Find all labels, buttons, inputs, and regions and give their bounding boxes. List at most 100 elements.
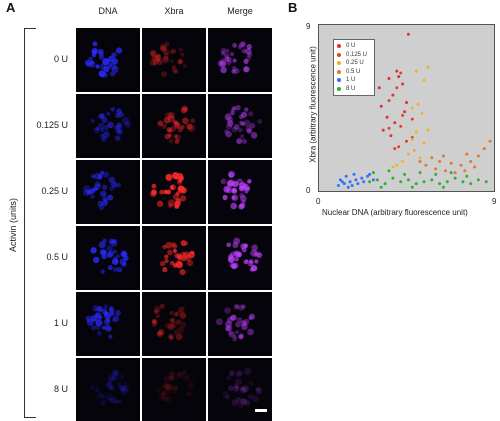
- nucleus-blob: [94, 172, 101, 180]
- nucleus-blob: [166, 127, 172, 133]
- nucleus-blob: [107, 250, 114, 257]
- nucleus-blob: [240, 41, 246, 47]
- nucleus-blob: [165, 389, 171, 395]
- nucleus-blob: [108, 334, 113, 339]
- nucleus-blob: [225, 326, 231, 332]
- nucleus-blob: [219, 60, 227, 68]
- nucleus-blob: [170, 318, 176, 323]
- nucleus-blob: [152, 60, 158, 66]
- nucleus-blob: [169, 375, 174, 381]
- nucleus-blob: [232, 187, 237, 193]
- nucleus-blob: [167, 199, 176, 207]
- scatter-point-series-5-7: [422, 180, 426, 184]
- nucleus-blob: [235, 396, 242, 403]
- nucleus-blob: [182, 370, 187, 375]
- scatter-point-series-4-4: [360, 176, 364, 180]
- nucleus-blob: [97, 183, 101, 188]
- legend-entry-0: 0 U: [337, 42, 371, 51]
- nucleus-blob: [167, 249, 173, 256]
- nucleus-blob: [238, 127, 243, 133]
- nucleus-blob: [248, 315, 253, 321]
- nucleus-blob: [161, 123, 167, 129]
- nucleus-blob: [190, 250, 195, 255]
- nucleus-blob: [124, 121, 131, 128]
- nucleus-blob: [85, 315, 92, 322]
- nucleus-blob: [232, 337, 237, 342]
- nucleus-blob: [122, 385, 130, 393]
- nucleus-blob: [116, 122, 123, 129]
- nucleus-blob: [230, 107, 236, 113]
- scatter-point-series-4-6: [371, 178, 375, 182]
- nucleus-blob: [178, 127, 183, 133]
- nucleus-blob: [112, 369, 120, 376]
- nucleus-blob: [165, 112, 172, 119]
- nucleus-blob: [231, 194, 239, 201]
- nucleus-blob: [95, 393, 102, 399]
- nucleus-blob: [226, 56, 232, 63]
- nucleus-blob: [98, 54, 104, 60]
- nucleus-blob: [98, 391, 103, 397]
- nucleus-blob: [118, 112, 124, 118]
- nucleus-blob: [240, 320, 247, 328]
- nucleus-blob: [250, 132, 258, 139]
- scatter-point-series-2-13: [401, 160, 405, 163]
- y-tick-bottom: 0: [306, 186, 311, 195]
- scatter-point-series-3-0: [430, 156, 434, 160]
- nucleus-blob: [165, 385, 170, 390]
- legend-label: 0.125 U: [346, 51, 368, 58]
- nucleus-blob: [115, 124, 122, 130]
- nucleus-blob: [115, 310, 121, 316]
- scatter-point-series-0-13: [389, 134, 393, 138]
- nucleus-blob: [256, 252, 263, 258]
- nucleus-blob: [244, 107, 249, 112]
- nucleus-blob: [228, 331, 236, 338]
- nucleus-blob: [224, 129, 229, 134]
- nucleus-blob: [244, 400, 251, 406]
- nucleus-blob: [226, 242, 231, 248]
- nucleus-blob: [101, 325, 106, 330]
- nucleus-blob: [155, 314, 160, 319]
- nucleus-blob: [237, 334, 243, 339]
- nucleus-blob: [176, 326, 184, 334]
- nucleus-blob: [240, 386, 245, 391]
- nucleus-blob: [246, 128, 252, 134]
- nucleus-blob: [102, 58, 110, 66]
- nucleus-blob: [237, 401, 245, 409]
- nucleus-blob: [230, 110, 235, 116]
- scatter-point-series-2-10: [412, 148, 416, 152]
- scatter-point-series-5-21: [449, 171, 453, 175]
- legend-label: 0.25 U: [346, 60, 364, 67]
- nucleus-blob: [167, 128, 173, 134]
- nucleus-blob: [186, 391, 192, 397]
- nucleus-blob: [239, 114, 244, 119]
- nucleus-blob: [94, 387, 100, 392]
- scatter-point-series-3-4: [469, 160, 473, 163]
- scatter-point-series-4-10: [356, 182, 360, 186]
- nucleus-blob: [101, 117, 108, 124]
- scatter-point-series-5-4: [399, 180, 403, 184]
- scatter-point-series-5-2: [383, 182, 387, 186]
- nucleus-blob: [117, 382, 122, 387]
- nucleus-blob: [234, 304, 240, 310]
- nucleus-blob: [91, 174, 96, 179]
- nucleus-blob: [151, 318, 157, 324]
- nucleus-blob: [226, 116, 233, 123]
- nucleus-blob: [168, 375, 174, 382]
- nucleus-blob: [232, 335, 237, 340]
- nucleus-blob: [109, 311, 115, 316]
- nucleus-blob: [170, 317, 175, 323]
- scatter-point-series-3-16: [465, 152, 469, 156]
- nucleus-blob: [168, 112, 175, 119]
- nucleus-blob: [103, 65, 110, 73]
- micrograph-dna-row-5: [76, 358, 140, 421]
- nucleus-blob: [163, 117, 171, 124]
- nucleus-blob: [174, 139, 180, 144]
- scatter-point-series-5-14: [476, 178, 480, 182]
- nucleus-blob: [236, 138, 243, 145]
- nucleus-blob: [232, 385, 240, 392]
- scatter-point-series-2-1: [414, 69, 418, 73]
- nucleus-blob: [240, 243, 247, 250]
- nucleus-blob: [175, 319, 182, 325]
- micrograph-merge-row-3: [208, 226, 272, 290]
